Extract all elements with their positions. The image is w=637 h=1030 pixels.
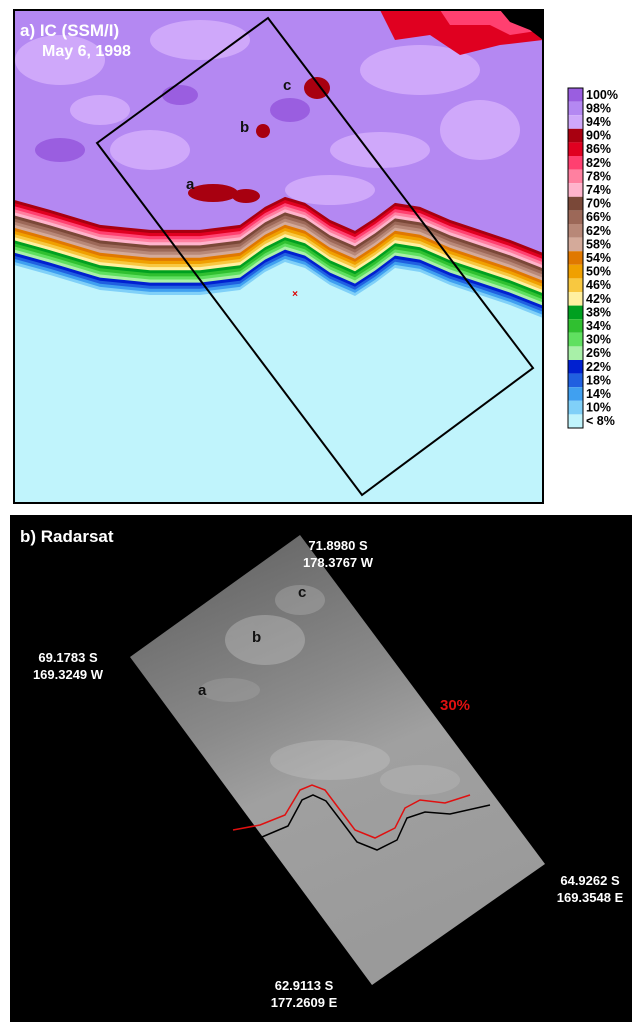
legend-label: 94% xyxy=(586,115,611,129)
legend-label: 50% xyxy=(586,265,611,279)
ice-patch xyxy=(270,98,310,122)
legend-label: 90% xyxy=(586,129,611,143)
corner-lon: 169.3249 W xyxy=(33,667,104,682)
legend-label: 66% xyxy=(586,210,611,224)
corner-lat: 64.9262 S xyxy=(560,873,620,888)
panel-b-title: b) Radarsat xyxy=(20,527,114,546)
page: × a b c a) IC (SSM/I) May 6, 1998 100%98%94… xyxy=(0,0,637,1025)
ice-patch xyxy=(70,95,130,125)
legend-label: 42% xyxy=(586,292,611,306)
ice-patch xyxy=(285,175,375,205)
legend-label: 26% xyxy=(586,346,611,360)
marker-label: a xyxy=(186,176,195,193)
legend-swatch xyxy=(568,265,583,279)
legend-swatch xyxy=(568,346,583,360)
legend-label: 18% xyxy=(586,373,611,387)
ice-patch xyxy=(440,100,520,160)
ice-patch xyxy=(162,85,198,105)
legend: 100%98%94%90%86%82%78%74%70%66%62%58%54%… xyxy=(568,88,618,428)
legend-label: < 8% xyxy=(586,414,615,428)
legend-swatch xyxy=(568,129,583,143)
legend-label: 10% xyxy=(586,401,611,415)
figure: × a b c a) IC (SSM/I) May 6, 1998 100%98%94… xyxy=(0,0,637,1025)
contour-label: 15% xyxy=(470,737,500,754)
legend-swatch xyxy=(568,278,583,292)
legend-label: 30% xyxy=(586,333,611,347)
legend-label: 78% xyxy=(586,169,611,183)
legend-swatch xyxy=(568,387,583,401)
ice-blob xyxy=(188,184,238,202)
legend-swatch xyxy=(568,333,583,347)
corner-lat: 71.8980 S xyxy=(308,538,368,553)
corner-lat: 62.9113 S xyxy=(275,978,334,993)
panel-a-date: May 6, 1998 xyxy=(42,43,131,60)
legend-label: 82% xyxy=(586,156,611,170)
legend-label: 54% xyxy=(586,251,611,265)
legend-swatch xyxy=(568,306,583,320)
legend-swatch xyxy=(568,102,583,116)
legend-label: 62% xyxy=(586,224,611,238)
legend-swatch xyxy=(568,210,583,224)
legend-swatch xyxy=(568,238,583,252)
marker-label: a xyxy=(198,682,207,699)
legend-swatch xyxy=(568,292,583,306)
corner-lon: 178.3767 W xyxy=(303,555,374,570)
legend-swatch xyxy=(568,374,583,388)
legend-label: 38% xyxy=(586,305,611,319)
legend-swatch xyxy=(568,197,583,211)
legend-label: 70% xyxy=(586,197,611,211)
legend-label: 100% xyxy=(586,88,618,102)
legend-label: 14% xyxy=(586,387,611,401)
legend-swatch xyxy=(568,115,583,129)
cross-marker: × xyxy=(292,289,298,300)
legend-swatch xyxy=(568,414,583,428)
corner-lat: 69.1783 S xyxy=(38,650,98,665)
legend-swatch xyxy=(568,156,583,170)
ice-patch xyxy=(110,130,190,170)
ice-map: × a b c xyxy=(14,10,543,503)
legend-label: 34% xyxy=(586,319,611,333)
legend-label: 46% xyxy=(586,278,611,292)
ice-patch xyxy=(150,20,250,60)
legend-label: 22% xyxy=(586,360,611,374)
legend-swatch xyxy=(568,360,583,374)
panel-a-title: a) IC (SSM/I) xyxy=(20,21,119,40)
marker-label: b xyxy=(252,629,261,646)
ice-blob xyxy=(232,189,260,203)
legend-label: 86% xyxy=(586,142,611,156)
corner-lon: 177.2609 E xyxy=(271,995,338,1010)
legend-swatch xyxy=(568,224,583,238)
ice-patch xyxy=(35,138,85,162)
legend-swatch xyxy=(568,251,583,265)
legend-swatch xyxy=(568,401,583,415)
legend-swatch xyxy=(568,170,583,184)
legend-swatch xyxy=(568,183,583,197)
legend-label: 98% xyxy=(586,101,611,115)
legend-label: 74% xyxy=(586,183,611,197)
ice-patch xyxy=(330,132,430,168)
legend-label: 58% xyxy=(586,237,611,251)
marker-label: c xyxy=(283,77,291,94)
legend-swatch xyxy=(568,88,583,102)
contour-label: 30% xyxy=(440,697,470,714)
ice-blob xyxy=(256,124,270,138)
marker-label: c xyxy=(298,584,306,601)
marker-label: b xyxy=(240,119,249,136)
legend-swatch xyxy=(568,319,583,333)
legend-swatch xyxy=(568,142,583,156)
corner-lon: 169.3548 E xyxy=(557,890,624,905)
